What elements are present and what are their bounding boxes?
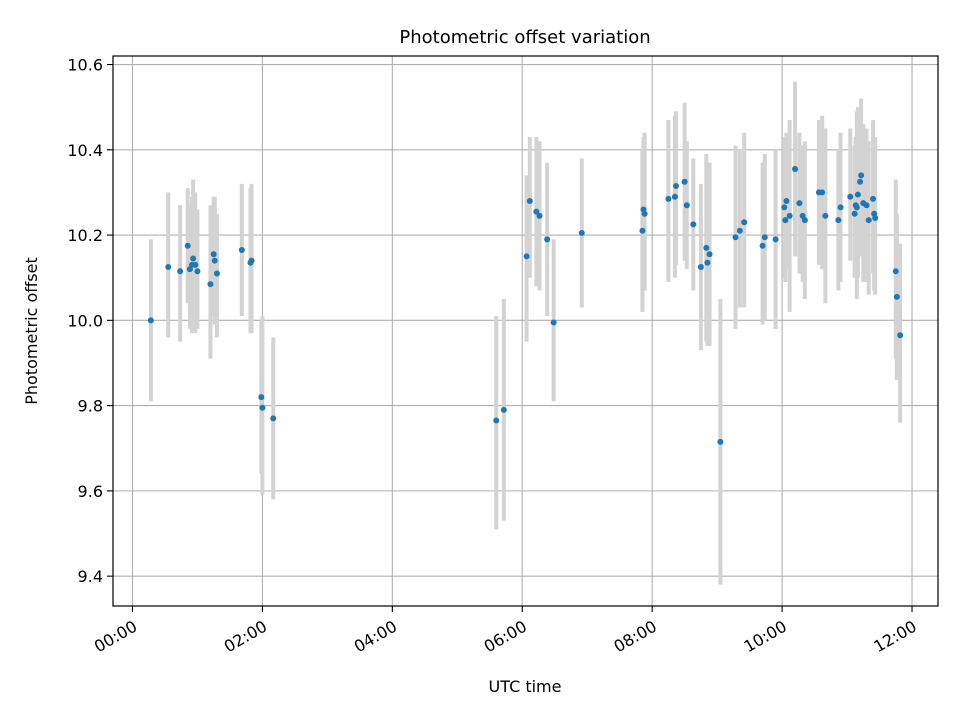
data-point: [550, 319, 557, 326]
data-point: [681, 178, 688, 185]
data-point: [697, 264, 704, 271]
data-point: [863, 202, 870, 209]
data-point: [783, 197, 790, 204]
data-point: [792, 165, 799, 172]
data-point: [853, 204, 860, 211]
data-point: [772, 236, 779, 243]
data-point: [851, 210, 858, 217]
plot-frame: [112, 55, 939, 607]
data-point: [819, 189, 826, 196]
data-point: [211, 257, 218, 264]
data-point: [786, 212, 793, 219]
data-points: [147, 165, 904, 445]
data-point: [683, 202, 690, 209]
data-point: [837, 204, 844, 211]
data-point: [578, 229, 585, 236]
data-point: [533, 208, 540, 215]
x-axis-label: UTC time: [489, 677, 562, 696]
data-point: [732, 234, 739, 241]
data-point: [544, 236, 551, 243]
data-point: [870, 195, 877, 202]
data-point: [672, 183, 679, 190]
data-point: [536, 212, 543, 219]
data-point: [858, 172, 865, 179]
data-point: [493, 417, 500, 424]
data-point: [872, 215, 879, 222]
data-point: [741, 219, 748, 226]
data-point: [523, 253, 530, 260]
data-point: [207, 281, 214, 288]
y-tick-label: 9.6: [78, 482, 103, 501]
data-point: [690, 221, 697, 228]
data-point: [704, 259, 711, 266]
y-tick-label: 10.6: [67, 56, 103, 75]
data-point: [854, 191, 861, 198]
data-point: [857, 178, 864, 185]
y-axis-ticks: 9.4 9.6 9.8 10.0 10.2 10.4 10.6: [67, 56, 113, 586]
data-point: [822, 212, 829, 219]
data-point: [213, 270, 220, 277]
data-point: [761, 234, 768, 241]
data-point: [147, 317, 154, 324]
chart-title: Photometric offset variation: [399, 27, 650, 48]
data-point: [893, 293, 900, 300]
data-point: [717, 438, 724, 445]
y-tick-label: 9.4: [78, 567, 103, 586]
data-point: [639, 227, 646, 234]
data-point: [759, 242, 766, 249]
data-point: [781, 204, 788, 211]
data-point: [865, 217, 872, 224]
y-tick-label: 9.8: [78, 397, 103, 416]
y-tick-label: 10.4: [67, 141, 103, 160]
data-point: [238, 246, 245, 253]
y-tick-label: 10.2: [67, 226, 103, 245]
data-point: [897, 332, 904, 339]
data-point: [641, 210, 648, 217]
data-point: [526, 197, 533, 204]
data-point: [270, 415, 277, 422]
data-point: [258, 394, 265, 401]
data-point: [194, 268, 201, 275]
data-point: [736, 227, 743, 234]
data-point: [248, 257, 255, 264]
y-axis-label: Photometric offset: [22, 257, 41, 405]
data-point: [665, 195, 672, 202]
y-tick-label: 10.0: [67, 311, 103, 330]
data-point: [184, 242, 191, 249]
data-point: [259, 404, 266, 411]
data-point: [177, 268, 184, 275]
data-point: [847, 193, 854, 200]
data-point: [210, 251, 217, 258]
data-point: [796, 200, 803, 207]
data-point: [671, 193, 678, 200]
data-point: [192, 261, 199, 268]
data-point: [801, 217, 808, 224]
data-point: [835, 217, 842, 224]
data-point: [706, 251, 713, 258]
data-point: [892, 268, 899, 275]
data-point: [782, 217, 789, 224]
data-point: [190, 255, 197, 262]
data-point: [165, 264, 172, 271]
data-point: [500, 406, 507, 413]
data-point: [703, 244, 710, 251]
